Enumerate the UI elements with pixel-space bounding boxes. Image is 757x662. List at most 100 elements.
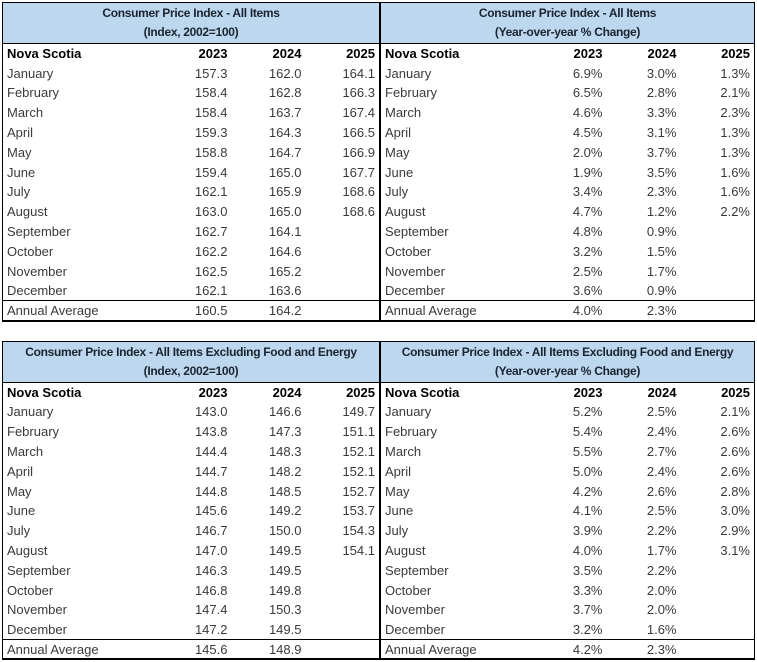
- row-label: August: [385, 204, 426, 220]
- row-label: October: [7, 243, 54, 259]
- table-row: August 4.7% 1.2% 2.2%: [381, 202, 755, 222]
- row-label: May: [7, 144, 32, 160]
- cell-value: 147.3: [268, 424, 302, 440]
- row-label: April: [385, 463, 412, 479]
- table-row: September 4.8% 0.9%: [381, 222, 755, 242]
- row-label: December: [385, 283, 445, 299]
- table-row: September 146.3 149.5: [3, 560, 380, 580]
- cell-value: 166.5: [342, 125, 375, 141]
- cell-value: 4.0%: [532, 300, 607, 321]
- table-row: December 3.2% 1.6%: [381, 620, 755, 640]
- row-label: December: [7, 283, 67, 299]
- row-label: June: [7, 164, 36, 180]
- row-label: February: [7, 85, 60, 101]
- cell-value: 2.2%: [646, 523, 677, 539]
- table-title-cell: Consumer Price Index - All Items (Index,…: [2, 2, 380, 44]
- cell-value: 3.2%: [572, 243, 603, 259]
- cell-value: 145.6: [194, 503, 228, 519]
- cell-value: 163.7: [268, 105, 302, 121]
- table-title: Consumer Price Index - All Items Excludi…: [25, 345, 357, 360]
- table-row: December 162.1 163.6: [3, 281, 380, 301]
- cell-value: [681, 600, 755, 620]
- table-row: January 6.9% 3.0% 1.3%: [381, 63, 755, 83]
- row-label: April: [7, 463, 34, 479]
- row-label: April: [385, 125, 412, 141]
- table-row: February 143.8 147.3 151.1: [3, 422, 380, 442]
- cell-value: 162.7: [194, 224, 228, 240]
- cell-value: 3.1%: [720, 542, 750, 558]
- row-label: February: [7, 424, 60, 440]
- cell-value: 158.8: [194, 144, 228, 160]
- row-label: September: [385, 562, 449, 578]
- row-label: October: [385, 582, 432, 598]
- summary-row: Annual Average 4.2% 2.3%: [380, 639, 755, 660]
- row-label: July: [385, 523, 409, 539]
- cell-value: 158.4: [194, 105, 228, 121]
- table-title: Consumer Price Index - All Items Excludi…: [401, 345, 734, 360]
- column-header-row: Nova Scotia 2023 2024 2025: [381, 44, 755, 64]
- cell-value: [680, 281, 754, 301]
- row-label: August: [385, 542, 426, 558]
- cell-value: 0.9%: [646, 224, 677, 240]
- cell-value: 3.9%: [572, 523, 603, 539]
- cell-value: 143.0: [194, 404, 228, 420]
- cell-value: 165.0: [268, 164, 302, 180]
- cell-value: 146.7: [194, 523, 228, 539]
- table-title-row: Consumer Price Index - All Items (Year-o…: [380, 2, 755, 44]
- row-label: January: [385, 404, 432, 420]
- summary-row: Annual Average 160.5 164.2: [2, 300, 380, 321]
- table-row: May 2.0% 3.7% 1.3%: [381, 142, 755, 162]
- cell-value: 152.1: [342, 443, 375, 459]
- table-row: April 4.5% 3.1% 1.3%: [381, 123, 755, 143]
- table-row: December 147.2 149.5: [3, 620, 380, 640]
- cell-value: 3.3%: [646, 105, 677, 121]
- row-label: July: [7, 184, 31, 200]
- table-row: February 158.4 162.8 166.3: [3, 83, 380, 103]
- table-row: June 159.4 165.0 167.7: [3, 162, 380, 182]
- row-label: May: [385, 483, 410, 499]
- table-row: October 146.8 149.8: [3, 580, 380, 600]
- cell-value: 2.8%: [646, 85, 677, 101]
- cell-value: 160.5: [157, 300, 232, 321]
- cell-value: 165.2: [268, 263, 302, 279]
- cell-value: 149.5: [268, 562, 302, 578]
- cell-value: [680, 241, 754, 261]
- row-label: December: [385, 621, 445, 637]
- table-row: September 162.7 164.1: [3, 222, 380, 242]
- cell-value: 2.1%: [720, 85, 750, 101]
- cell-value: 166.9: [342, 144, 375, 160]
- cell-value: 168.6: [342, 184, 375, 200]
- cell-value: 2.5%: [646, 404, 677, 420]
- cell-value: 2.3%: [720, 105, 750, 121]
- cell-value: 3.4%: [572, 184, 603, 200]
- cell-value: 1.3%: [720, 125, 750, 141]
- table-row: April 5.0% 2.4% 2.6%: [381, 461, 755, 481]
- cell-value: [681, 560, 755, 580]
- cell-value: 147.0: [194, 542, 228, 558]
- row-label: Annual Average: [2, 300, 158, 321]
- cell-value: 167.7: [342, 164, 375, 180]
- cell-value: 3.0%: [720, 503, 750, 519]
- cell-value: 162.2: [194, 243, 228, 259]
- row-label: June: [385, 164, 414, 180]
- cell-value: 164.1: [342, 65, 375, 81]
- row-label: November: [385, 263, 445, 279]
- row-label: September: [385, 224, 449, 240]
- cell-value: 2.6%: [646, 483, 677, 499]
- row-label: April: [7, 125, 34, 141]
- cell-value: 152.1: [342, 463, 375, 479]
- cell-value: 2.2%: [646, 562, 677, 578]
- cell-value: 158.4: [194, 85, 228, 101]
- table-title-row: Consumer Price Index - All Items Excludi…: [2, 341, 380, 383]
- year-header-2023: 2023: [573, 384, 603, 400]
- table-row: July 162.1 165.9 168.6: [3, 182, 380, 202]
- cell-value: 2.8%: [720, 483, 750, 499]
- year-header-2024: 2024: [647, 46, 677, 62]
- summary-row: Annual Average 145.6 148.9: [2, 639, 380, 660]
- table-row: August 147.0 149.5 154.1: [3, 541, 380, 561]
- cell-value: 148.3: [268, 443, 302, 459]
- cell-value: 145.6: [157, 639, 232, 660]
- cell-value: 162.1: [194, 283, 228, 299]
- table-row: March 158.4 163.7 167.4: [3, 103, 380, 123]
- year-header-2025: 2025: [346, 384, 375, 400]
